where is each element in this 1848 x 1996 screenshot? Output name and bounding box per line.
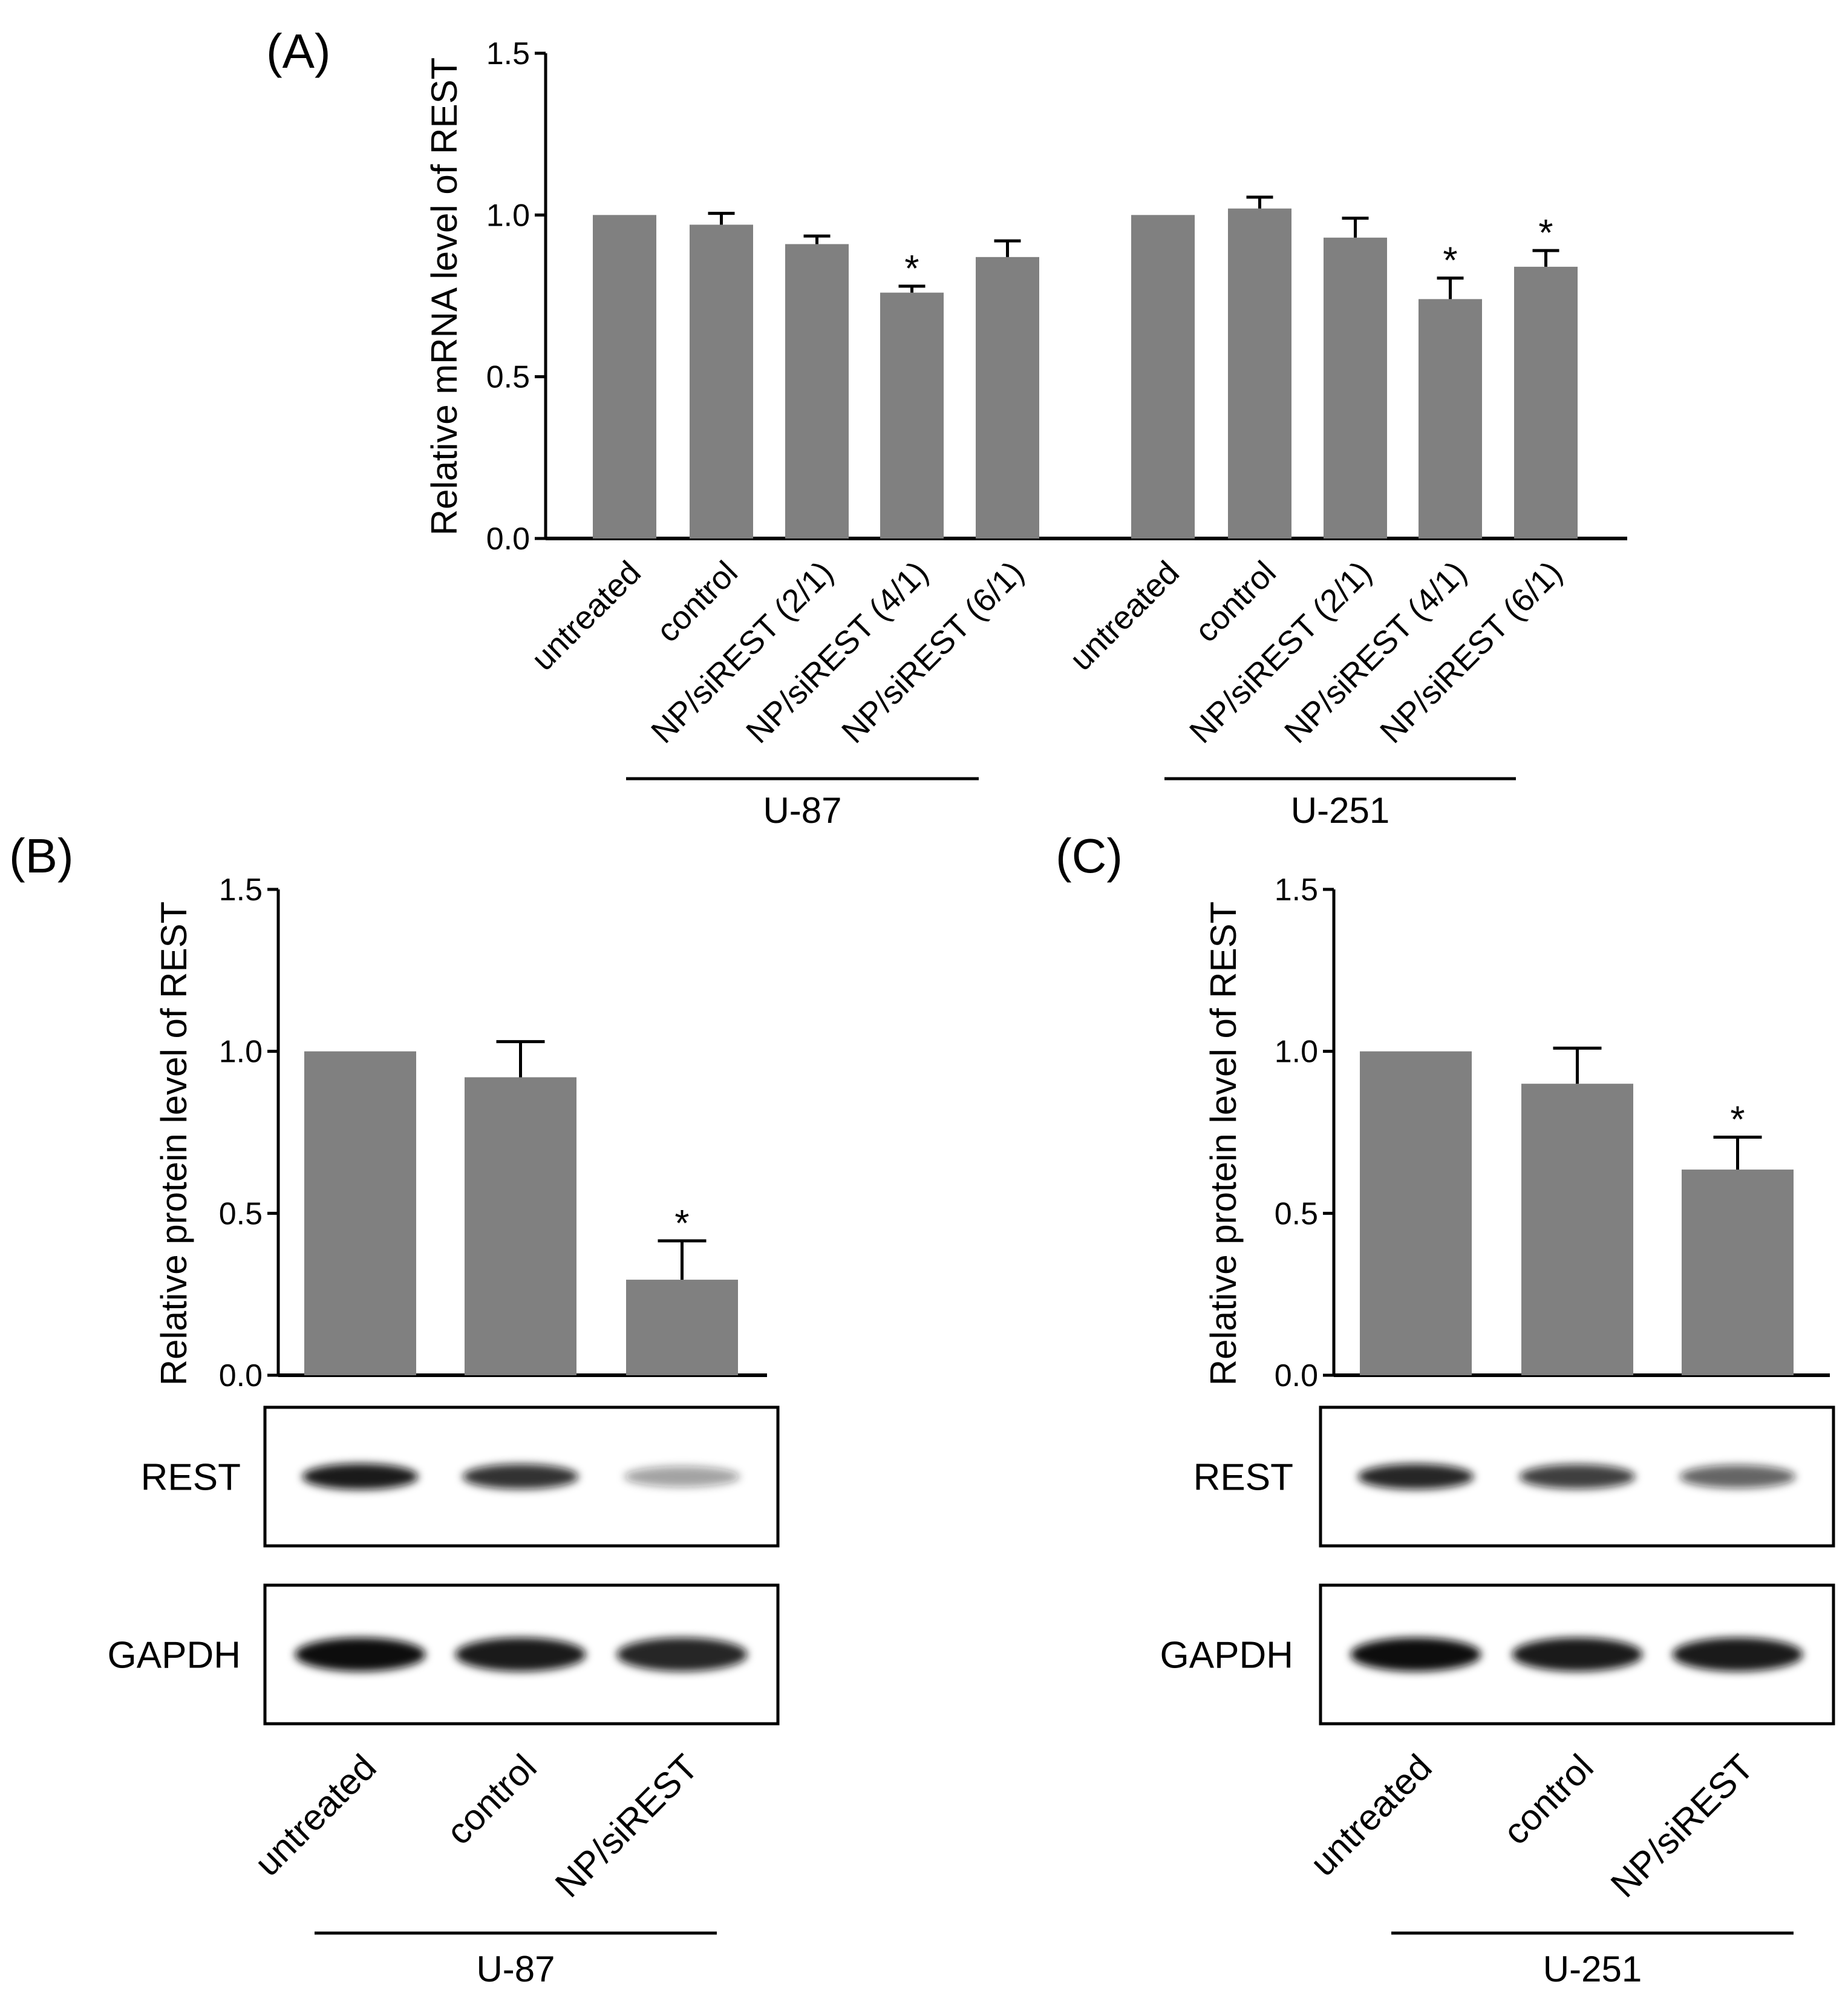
group-label: U-87 [763,790,841,831]
blot-band [624,1466,740,1487]
blot-band [1512,1637,1643,1672]
panel-b-y-axis-title: Relative protein level of REST [154,901,194,1386]
significance-mark: * [674,1203,689,1245]
x-tick-label: control [1188,554,1283,649]
bar [1131,215,1195,538]
blot-band [295,1637,426,1672]
panel-c-bars: * [1360,1046,1794,1375]
bar [1360,1051,1472,1375]
x-tick-label: NP/siREST [547,1747,706,1905]
x-tick-label: control [650,554,745,649]
group-label: U-251 [1543,1949,1642,1989]
panel-a: (A) 0.00.51.01.5 * ** untreated controlNP/… [266,24,1627,831]
panel-a-label: (A) [266,24,331,78]
x-tick-label: control [439,1747,544,1853]
panel-b-bars: * [304,1040,738,1375]
significance-mark: * [904,248,919,290]
panel-c-label: (C) [1056,829,1123,883]
y-tick-label: 1.5 [1275,872,1318,908]
bar [593,215,656,538]
bar [626,1280,738,1375]
panel-b-label: (B) [9,829,74,883]
y-tick-label: 1.0 [486,198,530,233]
group-label: U-87 [476,1949,555,1989]
blot-label: REST [1193,1457,1293,1499]
y-tick-label: 1.5 [219,872,263,908]
x-tick-label: NP/siREST (4/1) [1278,554,1474,750]
panel-b-x-tick-labels: untreated control NP/siREST [247,1747,706,1905]
x-tick-label: NP/siREST (4/1) [739,554,935,750]
x-tick-label: NP/siREST (6/1) [835,554,1031,750]
blot-band [1519,1464,1636,1489]
blot-label: GAPDH [1160,1635,1293,1677]
blot-band [1357,1464,1474,1490]
x-tick-label: untreated [1063,554,1186,678]
significance-mark: * [1443,240,1457,282]
panel-b-western-blots: REST GAPDH [108,1405,780,1726]
y-tick-label: 1.0 [1275,1035,1318,1070]
panel-a-y-axis-title: Relative mRNA level of REST [424,57,465,535]
blot-label: REST [141,1457,241,1499]
panel-c-y-axis-title: Relative protein level of REST [1203,901,1244,1386]
group-label: U-251 [1291,790,1389,831]
panel-b: (B) 0.0 0.5 1.0 1.5 * REST GAPDH untreated co… [9,829,780,1989]
panel-c-western-blots: REST GAPDH [1160,1405,1835,1726]
y-tick-label: 0.0 [486,522,530,557]
significance-mark: * [1730,1099,1745,1141]
y-tick-label: 0.5 [486,360,530,395]
y-tick-label: 1.0 [219,1035,263,1070]
bar [1228,208,1291,538]
bar [1324,237,1387,538]
y-tick-label: 0.5 [1275,1196,1318,1231]
bar [304,1051,416,1375]
bar [690,224,753,539]
panel-c-groups: U-251 [1391,1931,1794,1989]
blot-band [1350,1637,1481,1672]
y-tick-label: 0.0 [1275,1358,1318,1393]
blot-label: GAPDH [108,1635,241,1677]
blot-band [302,1463,419,1490]
bar [1419,299,1482,538]
significance-mark: * [1538,212,1553,254]
bar [465,1077,576,1375]
blot-band [462,1464,579,1490]
x-tick-label: untreated [1302,1747,1440,1884]
blot-band [1672,1637,1803,1672]
blot-band [616,1637,748,1672]
panel-c: (C) 0.0 0.5 1.0 1.5 * REST GAPDH untreated co… [1056,829,1835,1989]
panel-a-groups: U-87 U-251 [626,777,1516,831]
bar [880,292,944,538]
bar [785,244,849,538]
x-tick-label: untreated [524,554,648,678]
y-tick-label: 0.0 [219,1358,263,1393]
panel-c-y-axis: 0.0 0.5 1.0 1.5 [1275,872,1830,1393]
panel-c-x-tick-labels: untreated control NP/siREST [1302,1747,1761,1905]
y-tick-label: 1.5 [486,36,530,71]
bar [1521,1084,1633,1375]
x-tick-label: untreated [247,1747,384,1884]
panel-a-bars: * * * [593,195,1578,539]
bar [1514,266,1578,538]
bar [1682,1170,1794,1375]
x-tick-label: NP/siREST [1603,1747,1761,1905]
y-tick-label: 0.5 [219,1196,263,1231]
x-tick-label: control [1495,1747,1601,1853]
bar [976,257,1039,538]
x-tick-label: NP/siREST (6/1) [1373,554,1569,750]
blot-band [1679,1465,1796,1488]
blot-band [455,1637,586,1672]
panel-b-groups: U-87 [315,1931,717,1989]
